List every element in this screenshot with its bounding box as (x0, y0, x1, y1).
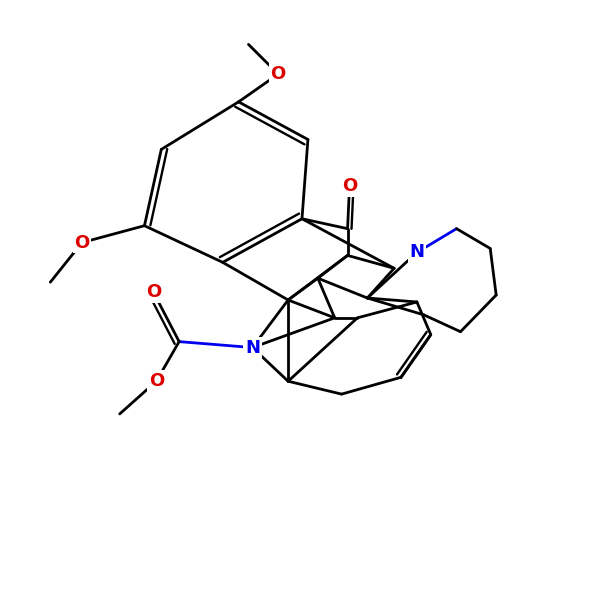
Text: O: O (271, 65, 286, 83)
Text: N: N (409, 244, 424, 262)
Text: O: O (149, 372, 164, 390)
Text: O: O (342, 177, 357, 195)
Text: O: O (146, 283, 161, 301)
Text: O: O (74, 233, 89, 251)
Text: N: N (245, 338, 260, 356)
